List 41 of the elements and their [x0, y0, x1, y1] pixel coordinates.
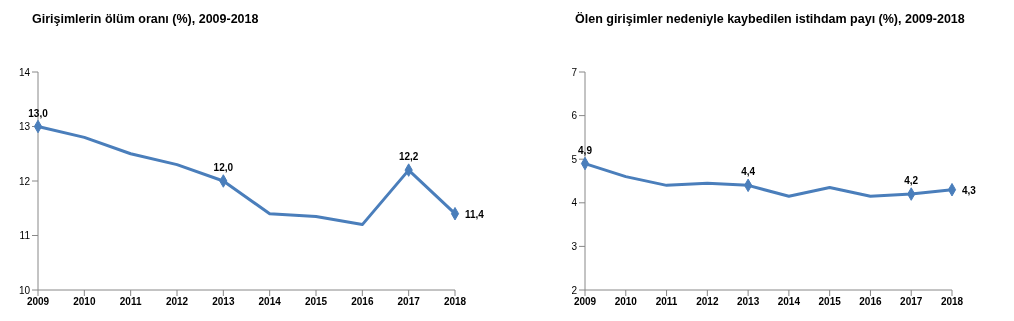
- x-tick-label: 2014: [258, 296, 282, 308]
- x-tick-label: 2018: [940, 296, 964, 308]
- x-tick-label: 2018: [443, 296, 467, 308]
- y-tick-label: 13: [18, 121, 31, 133]
- data-label: 4,4: [741, 166, 756, 178]
- data-label: 4,3: [962, 184, 977, 196]
- data-label: 12,2: [398, 151, 419, 163]
- y-tick-label: 4: [571, 197, 578, 209]
- chart-title: Girişimlerin ölüm oranı (%), 2009-2018: [31, 11, 260, 28]
- y-tick-label: 2: [571, 284, 578, 296]
- x-tick-label: 2015: [818, 296, 842, 308]
- data-label: 11,4: [465, 208, 485, 220]
- x-tick-label: 2011: [119, 296, 142, 308]
- x-tick-label: 2010: [73, 296, 96, 308]
- y-tick-label: 7: [571, 66, 578, 78]
- y-tick-label: 10: [18, 284, 31, 296]
- x-tick-label: 2016: [351, 296, 374, 308]
- x-tick-label: 2017: [397, 296, 421, 308]
- y-tick-label: 11: [19, 230, 31, 242]
- data-label: 13,0: [28, 107, 49, 119]
- y-tick-label: 14: [18, 66, 31, 78]
- y-tick-label: 6: [571, 110, 578, 122]
- x-tick-label: 2016: [859, 296, 882, 308]
- x-tick-label: 2013: [212, 296, 235, 308]
- data-label: 4,9: [578, 144, 593, 156]
- data-label: 4,2: [904, 175, 919, 187]
- y-tick-label: 12: [18, 175, 31, 187]
- x-tick-label: 2009: [26, 296, 50, 308]
- x-tick-label: 2013: [736, 296, 760, 308]
- x-tick-label: 2015: [304, 296, 328, 308]
- x-tick-label: 2017: [900, 296, 923, 308]
- x-tick-label: 2014: [777, 296, 801, 308]
- x-tick-label: 2011: [655, 296, 678, 308]
- x-tick-label: 2012: [696, 296, 719, 308]
- data-label: 12,0: [213, 162, 234, 173]
- x-tick-label: 2010: [614, 296, 638, 308]
- chart-title: Ölen girişimler nedeniyle kaybedilen istihdam payı (%), 2009-2018: [574, 11, 966, 28]
- x-tick-label: 2012: [165, 296, 189, 308]
- y-tick-label: 3: [571, 240, 578, 252]
- y-tick-label: 5: [571, 153, 578, 165]
- x-tick-label: 2009: [573, 296, 597, 308]
